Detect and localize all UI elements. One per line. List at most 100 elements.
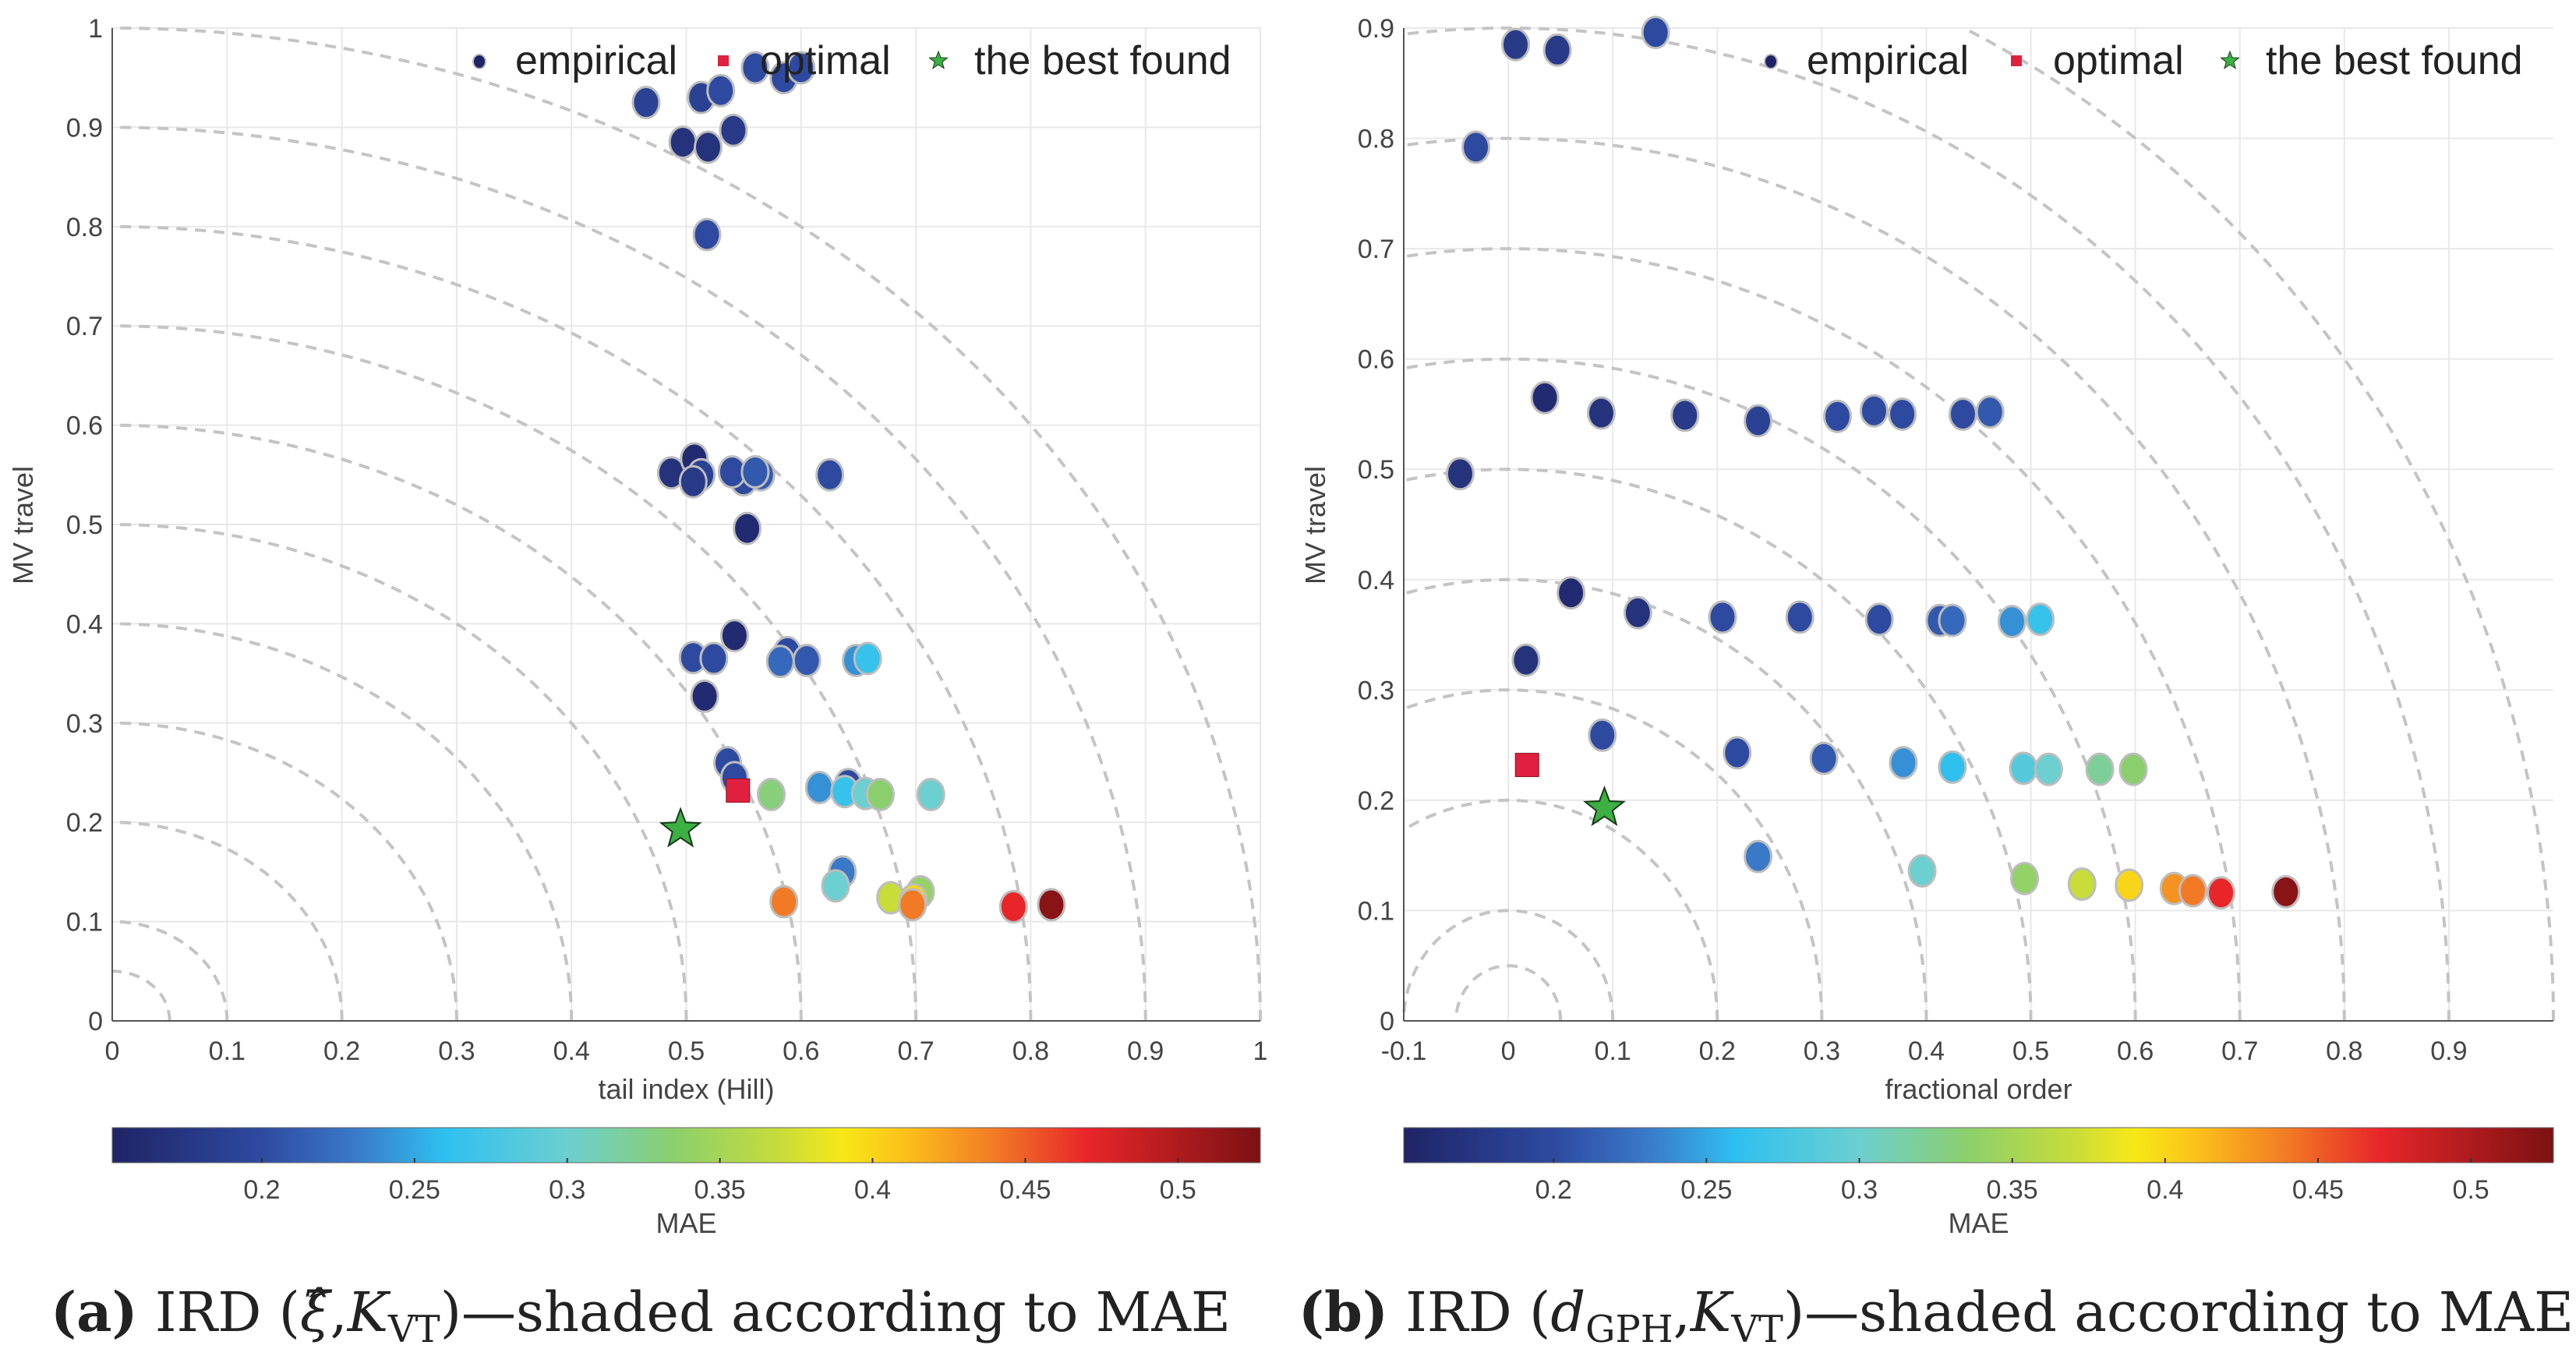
x-tick-label: 1 (1253, 1036, 1268, 1066)
x-tick-label: 0.7 (2221, 1036, 2258, 1066)
distance-arc (1403, 26, 2451, 1022)
y-tick-label: 0.3 (1358, 676, 1394, 705)
y-tick-label: 0.3 (66, 709, 103, 739)
legend-empirical-label: empirical (1807, 38, 1969, 83)
panel-b: -0.1 0 0.1 0.2 0.3 0.4 0.5 0.6 0.7 0.8 0.900.10.20… (1299, 14, 2555, 1239)
y-axis-label: MV travel (7, 466, 39, 584)
caption-a-symbol: ξ̂ (300, 1280, 333, 1344)
colorbar-tick-label: 0.3 (1841, 1175, 1878, 1205)
distance-arc (1403, 688, 1824, 1022)
empirical-point (1948, 397, 1977, 431)
distance-arc (1403, 357, 2137, 1021)
distance-arc (1402, 798, 1719, 1022)
empirical-point (2009, 751, 2038, 786)
empirical-point (1785, 600, 1815, 634)
x-tick-label: 0.1 (209, 1036, 246, 1066)
colorbar-tick-label: 0.35 (1987, 1175, 2038, 1205)
empirical-point (1588, 718, 1617, 752)
y-tick-label: 0.4 (1358, 566, 1394, 595)
empirical-point (1586, 396, 1616, 430)
y-tick-label: 0.5 (1358, 455, 1394, 485)
colorbar-tick-label: 0.4 (854, 1175, 891, 1205)
empirical-point (804, 771, 834, 805)
x-tick-label: 0.8 (2326, 1036, 2362, 1066)
empirical-point (740, 454, 770, 489)
colorbar-tick-label: 0.5 (1160, 1175, 1196, 1205)
caption-a-k: K (346, 1280, 391, 1344)
empirical-point (1723, 736, 1752, 770)
optimal-marker (1514, 753, 1539, 778)
x-tick-label: 0.7 (897, 1036, 934, 1066)
caption-b-label: (b) (1299, 1280, 1388, 1344)
colorbar-tick-label: 0.5 (2452, 1175, 2489, 1205)
distance-arc (111, 125, 1147, 1022)
empirical-point (853, 641, 882, 676)
y-tick-label: 0 (88, 1007, 103, 1036)
distance-arc (112, 721, 458, 1021)
y-axis-label: MV travel (1299, 466, 1331, 584)
legend-optimal-label: optimal (2053, 38, 2184, 83)
caption-a: (a) IRD (ξ̂,KVT)—shaded according to MAE (51, 1280, 1231, 1351)
empirical-point (1708, 600, 1737, 634)
empirical-point (740, 51, 770, 85)
y-tick-label: 0.1 (1358, 896, 1394, 926)
empirical-point (678, 464, 708, 499)
caption-b-ksub: VT (1730, 1308, 1783, 1351)
empirical-point (699, 641, 729, 676)
legend-optimal-icon (718, 55, 729, 66)
x-tick-label: 0.6 (783, 1036, 819, 1066)
colorbar-tick-label: 0.2 (243, 1175, 280, 1205)
empirical-point (2178, 874, 2207, 908)
legend-empirical-label: empirical (515, 38, 677, 83)
legend-optimal-label: optimal (760, 38, 891, 83)
empirical-point (1938, 750, 1967, 784)
x-tick-label: 0.2 (1699, 1036, 1736, 1066)
empirical-point (2026, 602, 2055, 637)
best-found-marker (1582, 785, 1626, 827)
y-tick-label: 0.6 (1358, 345, 1394, 375)
x-tick-label: 0.3 (438, 1036, 475, 1066)
optimal-marker (726, 778, 751, 803)
empirical-point (898, 888, 928, 922)
empirical-point (1744, 839, 1773, 874)
legend-best-found-icon (2220, 50, 2240, 69)
x-axis-label: tail index (Hill) (598, 1073, 774, 1105)
y-tick-label: 1 (88, 14, 103, 44)
caption-b-symbol: d (1550, 1280, 1585, 1344)
distance-arc (1403, 577, 1928, 1022)
empirical-point (1511, 643, 1541, 677)
empirical-point (1500, 27, 1530, 62)
colorbar-tick-label: 0.3 (549, 1175, 585, 1205)
empirical-point (719, 113, 748, 147)
legend-optimal-icon (2011, 55, 2022, 66)
empirical-point (2067, 867, 2097, 901)
legend-best-found-label: the best found (974, 38, 1231, 83)
empirical-point (1530, 380, 1560, 415)
y-tick-label: 0.1 (66, 908, 103, 937)
x-tick-label: 0 (1501, 1036, 1516, 1066)
colorbar-tick-label: 0.45 (2292, 1175, 2344, 1205)
caption-a-ksub: VT (387, 1308, 440, 1351)
legend-empirical-icon (1764, 54, 1778, 69)
distance-arc (1963, 26, 2555, 1022)
empirical-point (1889, 746, 1918, 780)
caption-b: (b) IRD (dGPH,KVT)—shaded according to M… (1299, 1280, 2574, 1351)
best-found-marker (659, 807, 702, 848)
empirical-point (865, 778, 895, 812)
empirical-point (1744, 404, 1773, 438)
empirical-point (1888, 397, 1917, 431)
empirical-point (692, 217, 722, 252)
distance-arc (112, 969, 171, 1022)
y-tick-label: 0.2 (66, 808, 103, 838)
caption-a-post: )—shaded according to MAE (440, 1280, 1231, 1344)
empirical-point (1557, 576, 1586, 610)
colorbar-tick-label: 0.4 (2147, 1175, 2183, 1205)
caption-a-pre: IRD ( (138, 1280, 300, 1344)
x-tick-label: 0 (105, 1036, 120, 1066)
x-tick-label: 0.4 (1908, 1036, 1945, 1066)
y-tick-label: 0.9 (1358, 14, 1394, 44)
empirical-point (821, 869, 850, 903)
distance-arc (1454, 964, 1563, 1022)
colorbar-tick-label: 0.25 (1680, 1175, 1732, 1205)
empirical-point (2034, 752, 2063, 786)
